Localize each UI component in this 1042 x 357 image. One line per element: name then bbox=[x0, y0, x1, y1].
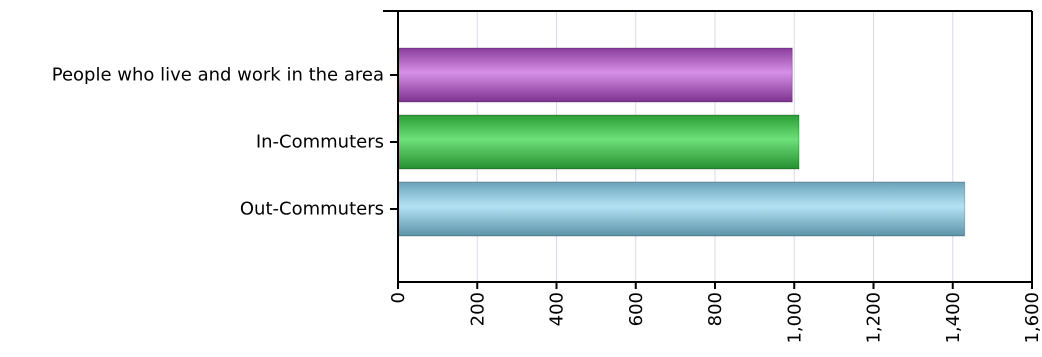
x-tick-label: 1,600 bbox=[1022, 292, 1042, 344]
category-labels: People who live and work in the area In-C… bbox=[52, 65, 384, 220]
category-label: In-Commuters bbox=[256, 132, 384, 153]
x-tick-label: 600 bbox=[626, 292, 647, 326]
bar bbox=[397, 47, 793, 103]
x-tick-label: 200 bbox=[467, 292, 488, 326]
x-tick-label: 800 bbox=[705, 292, 726, 326]
x-tick-label: 0 bbox=[388, 292, 409, 303]
bar bbox=[397, 181, 966, 237]
tick-labels: 0 200 400 600 800 1,000 1,200 1,400 1,600 bbox=[388, 292, 1042, 344]
bar bbox=[397, 114, 800, 170]
bars bbox=[397, 47, 966, 237]
x-tick-label: 1,200 bbox=[864, 292, 885, 344]
x-tick-label: 400 bbox=[547, 292, 568, 326]
x-tick-label: 1,000 bbox=[784, 292, 805, 344]
x-tick-label: 1,400 bbox=[943, 292, 964, 344]
category-label: Out-Commuters bbox=[240, 199, 384, 220]
category-label: People who live and work in the area bbox=[52, 65, 384, 86]
axes bbox=[383, 10, 1033, 289]
